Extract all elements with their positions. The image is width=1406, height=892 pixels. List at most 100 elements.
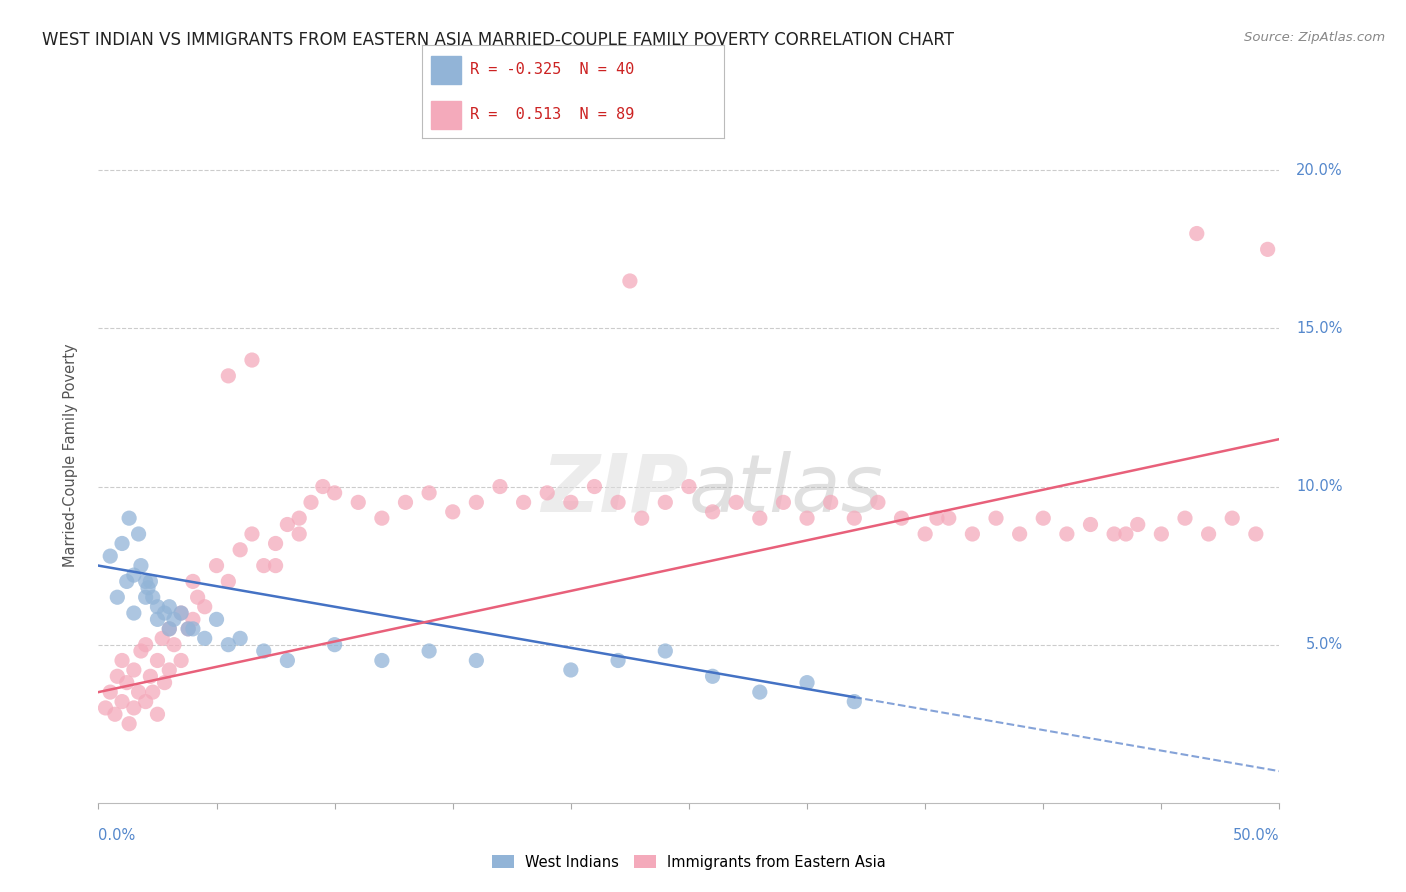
Point (441, 505, 464, 519)
Point (725, 495, 748, 509)
Point (678, 479, 700, 493)
Point (394, 495, 416, 509)
Point (748, 685, 770, 699)
Point (122, 606, 145, 620)
Point (654, 644, 676, 658)
Point (607, 653, 630, 667)
Point (1198, 527, 1220, 541)
Point (181, 574, 204, 589)
Point (142, 685, 165, 699)
Point (111, 695, 134, 709)
Point (1257, 243, 1279, 257)
Point (98, 685, 121, 699)
Point (925, 511, 948, 525)
Point (844, 511, 866, 525)
Point (105, 669, 128, 683)
Text: R =  0.513  N = 89: R = 0.513 N = 89 (470, 107, 634, 122)
Point (512, 495, 534, 509)
Point (229, 632, 252, 646)
Point (181, 612, 204, 626)
Point (153, 606, 176, 620)
Point (115, 574, 138, 589)
Text: 10.0%: 10.0% (1296, 479, 1343, 494)
Point (146, 612, 169, 626)
Point (312, 479, 335, 493)
Point (1115, 527, 1137, 541)
Point (98, 549, 121, 563)
Point (157, 622, 180, 636)
Point (583, 479, 606, 493)
Point (150, 632, 173, 646)
Point (1244, 527, 1267, 541)
Point (1102, 527, 1125, 541)
Point (820, 495, 842, 509)
Point (157, 663, 180, 677)
Point (866, 495, 889, 509)
Text: R = -0.325  N = 40: R = -0.325 N = 40 (470, 62, 634, 78)
Point (135, 574, 157, 589)
Text: 5.0%: 5.0% (1306, 637, 1343, 652)
Point (844, 695, 866, 709)
Text: WEST INDIAN VS IMMIGRANTS FROM EASTERN ASIA MARRIED-COUPLE FAMILY POVERTY CORREL: WEST INDIAN VS IMMIGRANTS FROM EASTERN A… (42, 31, 955, 49)
Point (560, 663, 582, 677)
Point (323, 486, 346, 500)
Point (177, 622, 200, 636)
Point (229, 542, 252, 557)
Point (288, 511, 311, 525)
Point (136, 581, 159, 595)
Point (371, 653, 394, 667)
Point (122, 568, 145, 582)
Point (253, 558, 276, 573)
Point (153, 675, 176, 690)
Point (142, 591, 165, 605)
Point (1185, 227, 1208, 241)
Point (962, 527, 984, 541)
Point (418, 644, 440, 658)
Point (1150, 527, 1173, 541)
Point (128, 685, 150, 699)
Point (1080, 517, 1102, 532)
Point (748, 511, 770, 525)
Point (914, 527, 936, 541)
Point (128, 527, 150, 541)
Point (772, 495, 794, 509)
Point (607, 495, 630, 509)
Point (288, 527, 311, 541)
Point (163, 612, 186, 626)
Point (217, 368, 239, 383)
Point (105, 591, 128, 605)
Point (1126, 517, 1149, 532)
Point (205, 612, 228, 626)
Point (240, 353, 263, 368)
Point (536, 486, 558, 500)
Point (135, 591, 157, 605)
Point (104, 707, 127, 722)
Point (890, 511, 912, 525)
Point (371, 511, 394, 525)
Text: ZIP: ZIP (541, 450, 689, 529)
Point (630, 511, 652, 525)
Point (347, 495, 370, 509)
Point (1008, 527, 1031, 541)
Point (139, 669, 162, 683)
Point (111, 653, 134, 667)
Point (702, 505, 724, 519)
Point (122, 701, 145, 715)
Point (217, 574, 239, 589)
Point (465, 653, 488, 667)
Point (163, 638, 186, 652)
Point (146, 653, 169, 667)
Y-axis label: Married-Couple Family Poverty: Married-Couple Family Poverty (63, 343, 77, 566)
Point (560, 495, 582, 509)
Point (796, 511, 818, 525)
Point (1056, 527, 1078, 541)
Point (796, 675, 818, 690)
Point (135, 638, 157, 652)
Point (170, 606, 193, 620)
Point (129, 558, 152, 573)
Point (264, 558, 287, 573)
Point (170, 653, 193, 667)
Bar (430, 56, 461, 84)
Legend: West Indians, Immigrants from Eastern Asia: West Indians, Immigrants from Eastern As… (486, 849, 891, 876)
Point (157, 599, 180, 614)
